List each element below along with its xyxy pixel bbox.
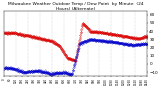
Title: Milwaukee Weather Outdoor Temp / Dew Point  by Minute  (24 Hours) (Alternate): Milwaukee Weather Outdoor Temp / Dew Poi… (8, 2, 144, 11)
